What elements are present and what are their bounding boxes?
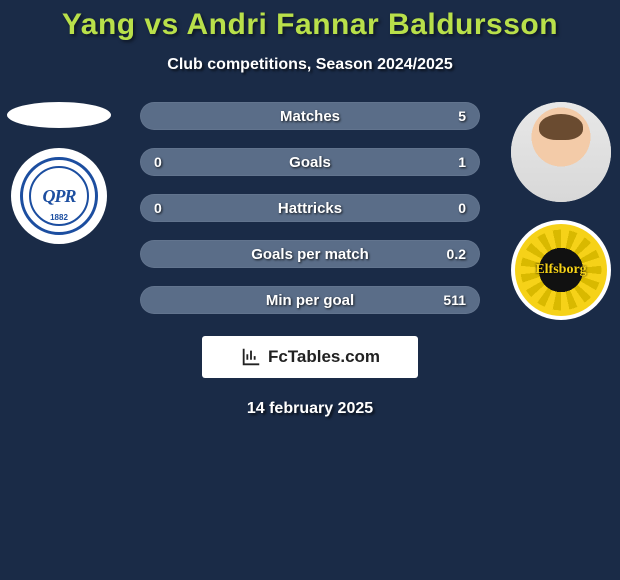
stat-label: Matches bbox=[280, 108, 340, 125]
stat-row: Min per goal 511 bbox=[140, 286, 480, 314]
stat-right-value: 0 bbox=[430, 200, 466, 216]
elfsborg-crest: Elfsborg bbox=[515, 224, 607, 316]
stats-list: Matches 5 0 Goals 1 0 Hattricks 0 Goals … bbox=[140, 102, 480, 314]
stat-label: Goals per match bbox=[251, 246, 369, 263]
stat-label: Min per goal bbox=[266, 292, 354, 309]
comparison-panel: QPR 1882 Elfsborg Matches 5 0 Goals 1 0 … bbox=[0, 102, 620, 418]
stat-right-value: 511 bbox=[430, 292, 466, 308]
stat-row: 0 Goals 1 bbox=[140, 148, 480, 176]
qpr-crest-text: QPR bbox=[43, 186, 76, 207]
stat-left-value: 0 bbox=[154, 200, 190, 216]
left-column: QPR 1882 bbox=[4, 102, 114, 244]
stat-left-value: 0 bbox=[154, 154, 190, 170]
qpr-crest: QPR 1882 bbox=[20, 157, 98, 235]
stat-row: Matches 5 bbox=[140, 102, 480, 130]
page-title: Yang vs Andri Fannar Baldursson bbox=[0, 0, 620, 42]
club-logo-right: Elfsborg bbox=[513, 222, 609, 318]
club-logo-left: QPR 1882 bbox=[11, 148, 107, 244]
qpr-crest-year: 1882 bbox=[50, 213, 68, 222]
chart-icon bbox=[240, 346, 262, 368]
watermark-text: FcTables.com bbox=[268, 347, 380, 367]
stat-right-value: 0.2 bbox=[430, 246, 466, 262]
stat-label: Hattricks bbox=[278, 200, 342, 217]
elfsborg-crest-text: Elfsborg bbox=[535, 262, 586, 278]
date: 14 february 2025 bbox=[0, 400, 620, 418]
player-photo-right bbox=[511, 102, 611, 202]
watermark: FcTables.com bbox=[202, 336, 418, 378]
stat-row: Goals per match 0.2 bbox=[140, 240, 480, 268]
stat-row: 0 Hattricks 0 bbox=[140, 194, 480, 222]
subtitle: Club competitions, Season 2024/2025 bbox=[0, 56, 620, 74]
right-column: Elfsborg bbox=[506, 102, 616, 318]
stat-right-value: 5 bbox=[430, 108, 466, 124]
stat-right-value: 1 bbox=[430, 154, 466, 170]
player-photo-left bbox=[7, 102, 111, 128]
stat-label: Goals bbox=[289, 154, 331, 171]
face-placeholder bbox=[511, 102, 611, 202]
